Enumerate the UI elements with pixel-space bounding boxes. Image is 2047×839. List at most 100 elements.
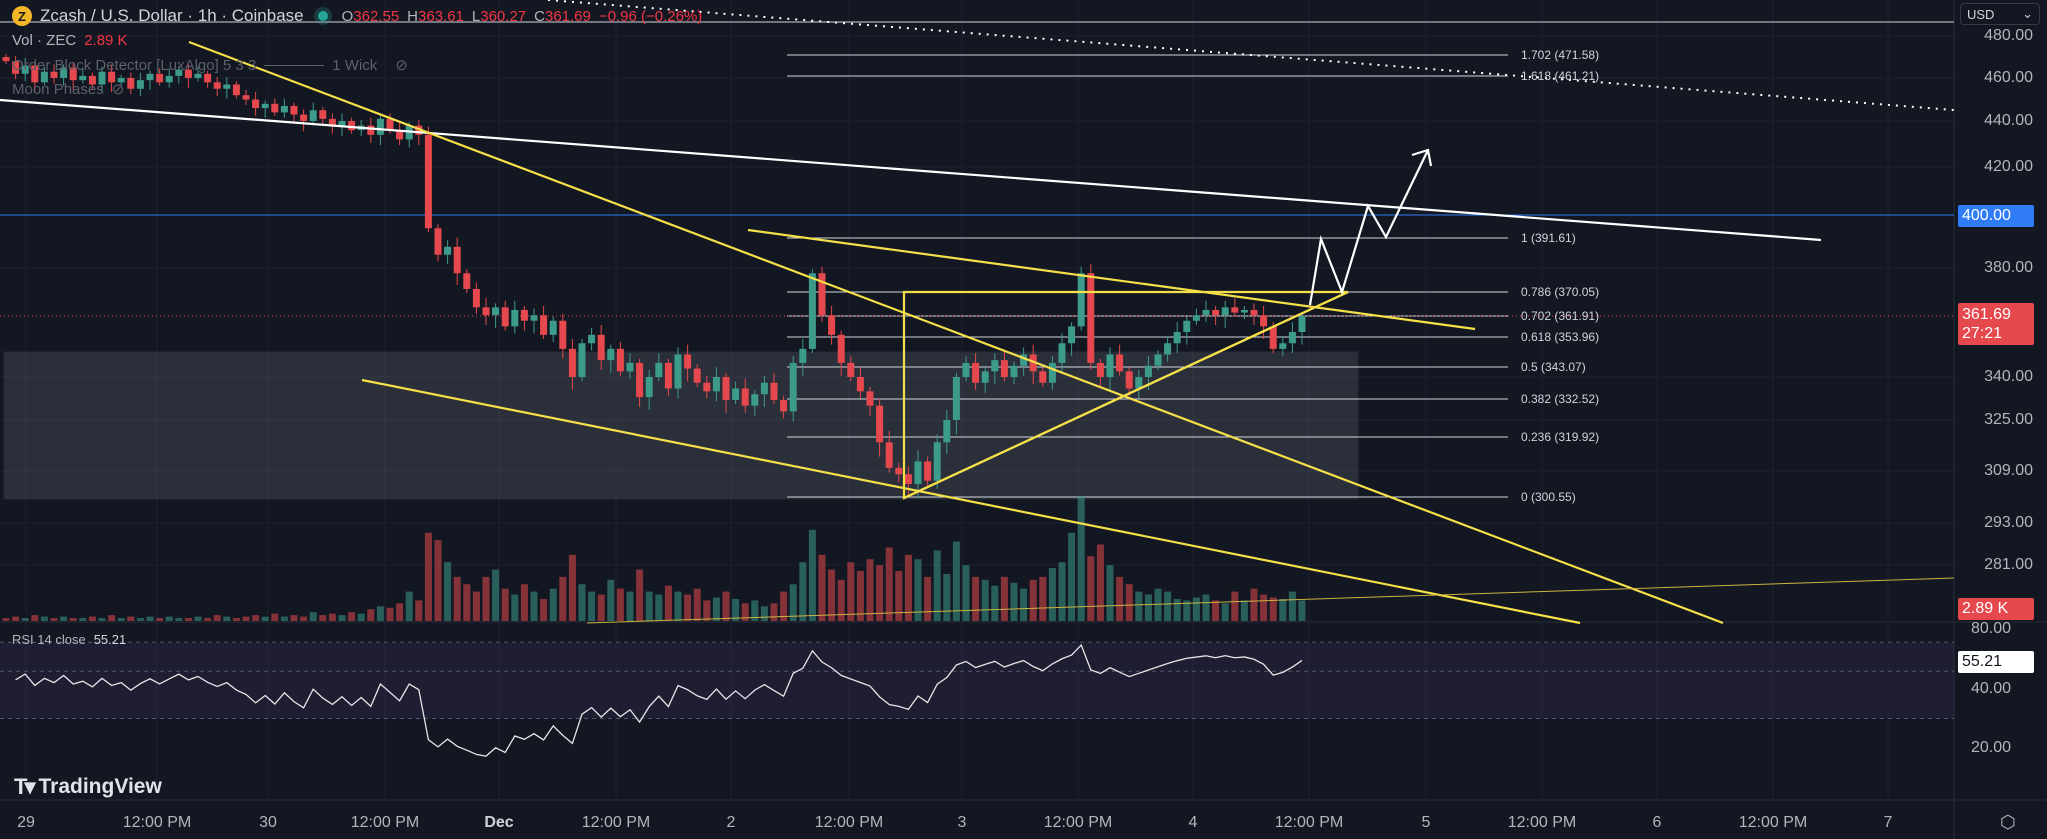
price-tick-label: 325.00 — [1984, 411, 2033, 428]
hidden-eye-icon[interactable]: ⊘ — [111, 81, 125, 98]
volume-bar — [1029, 579, 1037, 621]
candle-body — [117, 78, 125, 83]
volume-bar — [424, 532, 432, 621]
candle-body — [588, 334, 596, 344]
volume-bar — [21, 618, 29, 621]
candle-body — [799, 348, 807, 363]
volume-bar — [1260, 594, 1268, 621]
volume-bar — [444, 562, 452, 621]
volume-bar — [1077, 496, 1085, 621]
rsi-value-tag: 55.21 — [1958, 651, 2034, 673]
currency-select[interactable]: USD ⌄ — [1960, 3, 2040, 25]
price-tick-label: 440.00 — [1984, 112, 2033, 129]
candle-body — [597, 334, 605, 361]
candle-body — [108, 71, 116, 83]
projection-arrow-path — [1308, 149, 1429, 306]
volume-bar — [885, 547, 893, 621]
price-tick-label: 281.00 — [1984, 556, 2033, 573]
volume-bar — [693, 588, 701, 621]
candle-body — [79, 75, 87, 81]
candle-body — [818, 273, 826, 316]
volume-bar — [895, 571, 903, 621]
candle-body — [31, 65, 39, 83]
volume-bar — [300, 616, 308, 621]
volume-tag: 2.89 K — [1958, 598, 2034, 620]
volume-bar — [482, 576, 490, 621]
candle-body — [213, 82, 221, 89]
volume-bar — [712, 597, 720, 621]
candle-body — [242, 95, 250, 100]
volume-bar — [1173, 598, 1181, 621]
candle-body — [780, 399, 788, 412]
volume-bar — [108, 615, 116, 621]
time-tick-label: 12:00 PM — [1043, 814, 1113, 831]
candle-body — [693, 368, 701, 383]
rsi-tick-label: 20.00 — [1970, 739, 2011, 756]
volume-bar — [156, 618, 164, 621]
candle-body — [1260, 315, 1268, 327]
candle-body — [789, 362, 797, 412]
volume-bar — [1020, 588, 1028, 621]
chevron-down-icon: ⌄ — [2022, 6, 2033, 21]
volume-bar — [1164, 591, 1172, 621]
volume-bar — [472, 591, 480, 621]
hidden-eye-icon[interactable]: ⊘ — [395, 57, 408, 74]
candle-body — [981, 371, 989, 383]
candle-body — [856, 377, 864, 392]
volume-bar — [511, 594, 519, 621]
candle-body — [444, 246, 452, 255]
price-tick-label: 420.00 — [1984, 158, 2033, 175]
candle-body — [732, 388, 740, 400]
volume-bar — [367, 609, 375, 621]
chart-settings-icon[interactable]: ⬡ — [2000, 812, 2016, 832]
volume-bar — [88, 616, 96, 621]
candle-body — [1288, 332, 1296, 344]
candle-body — [741, 388, 749, 406]
moon-phases-legend[interactable]: Moon Phases ⊘ — [12, 80, 125, 99]
fib-level-label: 0.5 (343.07) — [1521, 360, 1586, 374]
tradingview-wordmark: TradingView — [38, 775, 162, 798]
volume-bar — [376, 606, 384, 621]
volume-bar — [60, 616, 68, 621]
white-trendline-resistance — [0, 98, 1822, 242]
last-price: 361.69 — [1962, 306, 2011, 323]
volume-bar — [501, 588, 509, 621]
candle-body — [472, 288, 480, 308]
tradingview-logo[interactable]: T▾ TradingView — [14, 774, 162, 800]
volume-bar — [1183, 600, 1191, 621]
time-tick-label: 3 — [957, 814, 967, 831]
candle-body — [645, 377, 653, 398]
candle-body — [1116, 354, 1124, 372]
order-block-legend[interactable]: Order Block Detector [LuxAlgo] 5 3 3 1 W… — [12, 56, 408, 75]
candle-body — [271, 103, 279, 113]
fib-level-label: 0.786 (370.05) — [1521, 285, 1600, 299]
volume-bar — [732, 598, 740, 621]
high-value: 363.61 — [418, 7, 464, 25]
rsi-band — [0, 642, 1954, 719]
candle-body — [1048, 362, 1056, 383]
fib-level-label: 0 (300.55) — [1521, 490, 1576, 504]
candle-body — [559, 320, 567, 349]
candle-body — [1058, 343, 1066, 363]
volume-bar — [664, 585, 672, 621]
rsi-line — [15, 643, 1303, 757]
symbol-title[interactable]: Zcash / U.S. Dollar · 1h · Coinbase — [40, 6, 304, 25]
alert-price: 400.00 — [1962, 207, 2011, 224]
candle-body — [21, 65, 29, 74]
candle-body — [60, 67, 68, 78]
candle-body — [232, 84, 240, 96]
candle-body — [300, 114, 308, 121]
rsi-tag-value: 55.21 — [1962, 653, 2003, 670]
volume-bar — [597, 594, 605, 621]
rsi-legend[interactable]: RSI 14 close 55.21 — [12, 632, 126, 647]
volume-bar — [1288, 591, 1296, 621]
candle-body — [770, 382, 778, 400]
volume-legend[interactable]: Vol · ZEC 2.89 K — [12, 32, 128, 49]
volume-bar — [674, 591, 682, 621]
candle-body — [712, 377, 720, 392]
volume-bar — [760, 606, 768, 621]
candle-body — [616, 348, 624, 372]
candle-body — [655, 362, 663, 377]
candle-body — [1192, 315, 1200, 321]
